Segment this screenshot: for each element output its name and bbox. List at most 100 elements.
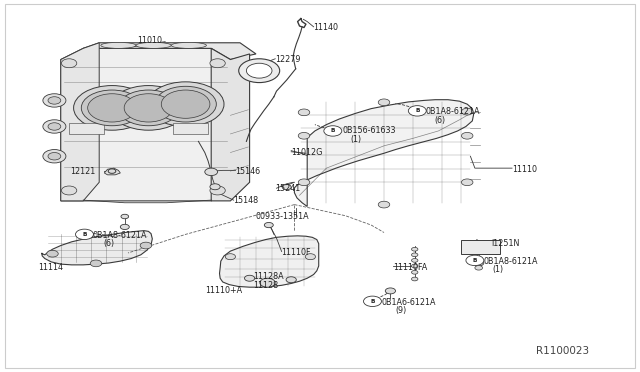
Circle shape (147, 82, 224, 126)
Text: 15241: 15241 (275, 185, 300, 193)
Circle shape (120, 224, 129, 230)
Polygon shape (294, 100, 474, 206)
Text: B: B (473, 258, 477, 263)
Text: 11140: 11140 (314, 23, 339, 32)
Polygon shape (211, 48, 250, 201)
Text: 12279: 12279 (275, 55, 301, 64)
Circle shape (286, 277, 296, 283)
Circle shape (244, 275, 255, 281)
Circle shape (108, 169, 116, 173)
Circle shape (282, 185, 291, 190)
Text: (1): (1) (493, 265, 504, 274)
Text: 0B1A8-6121A: 0B1A8-6121A (93, 231, 147, 240)
Polygon shape (83, 43, 256, 60)
Ellipse shape (136, 42, 172, 48)
Bar (173, 123, 208, 134)
Ellipse shape (101, 42, 136, 48)
Text: 0B1A8-6121A: 0B1A8-6121A (426, 107, 480, 116)
Polygon shape (61, 43, 99, 201)
Circle shape (461, 108, 473, 115)
Circle shape (461, 179, 473, 186)
Circle shape (210, 186, 225, 195)
Circle shape (88, 94, 136, 122)
Circle shape (466, 255, 484, 266)
Circle shape (43, 94, 66, 107)
FancyBboxPatch shape (461, 240, 500, 254)
Text: 11010: 11010 (138, 36, 163, 45)
Circle shape (225, 254, 236, 260)
Polygon shape (61, 48, 230, 201)
Text: 00933-1351A: 00933-1351A (256, 212, 310, 221)
Text: 15148: 15148 (234, 196, 259, 205)
Text: 11128A: 11128A (253, 272, 284, 280)
Text: 11110+A: 11110+A (205, 286, 242, 295)
Circle shape (385, 288, 396, 294)
Circle shape (48, 153, 61, 160)
Circle shape (121, 214, 129, 219)
Circle shape (239, 59, 280, 83)
Circle shape (412, 259, 418, 262)
Text: I1251N: I1251N (492, 239, 520, 248)
Circle shape (43, 150, 66, 163)
Circle shape (81, 90, 143, 126)
Circle shape (155, 86, 216, 122)
Text: (6): (6) (434, 116, 445, 125)
Circle shape (264, 222, 273, 228)
Text: 11128: 11128 (253, 281, 278, 290)
Circle shape (43, 120, 66, 133)
Polygon shape (220, 236, 319, 287)
Text: 11110F: 11110F (282, 248, 311, 257)
Circle shape (412, 264, 418, 268)
Circle shape (412, 270, 418, 274)
Circle shape (205, 168, 218, 176)
Circle shape (412, 277, 418, 281)
Circle shape (364, 296, 381, 307)
Circle shape (118, 90, 179, 126)
Circle shape (408, 106, 426, 116)
Ellipse shape (172, 42, 206, 48)
Circle shape (61, 186, 77, 195)
Circle shape (298, 109, 310, 116)
Text: 12121: 12121 (70, 167, 95, 176)
Circle shape (298, 179, 310, 186)
Text: (1): (1) (351, 135, 362, 144)
Text: 11114: 11114 (38, 263, 63, 272)
Circle shape (305, 254, 316, 260)
Text: 0B156-61633: 0B156-61633 (342, 126, 396, 135)
Circle shape (124, 94, 173, 122)
Circle shape (48, 123, 61, 130)
Circle shape (246, 63, 272, 78)
Circle shape (210, 59, 225, 68)
Circle shape (461, 132, 473, 139)
Circle shape (90, 260, 102, 267)
Circle shape (378, 99, 390, 106)
Bar (69, 123, 104, 134)
Circle shape (412, 247, 418, 251)
Text: B: B (331, 128, 335, 134)
Text: B: B (371, 299, 374, 304)
Text: 11012G: 11012G (291, 148, 323, 157)
Text: 0B1A8-6121A: 0B1A8-6121A (483, 257, 538, 266)
Text: 0B1A6-6121A: 0B1A6-6121A (381, 298, 436, 307)
Circle shape (412, 253, 418, 257)
Circle shape (161, 90, 210, 118)
Text: R1100023: R1100023 (536, 346, 589, 356)
Polygon shape (42, 231, 152, 265)
Text: 15146: 15146 (236, 167, 260, 176)
Polygon shape (104, 168, 120, 175)
Text: B: B (415, 108, 419, 113)
Circle shape (475, 266, 483, 270)
Text: 11110FA: 11110FA (393, 263, 428, 272)
Text: (6): (6) (103, 239, 114, 248)
Circle shape (260, 278, 275, 287)
Circle shape (140, 242, 152, 249)
Circle shape (48, 97, 61, 104)
Circle shape (110, 86, 187, 130)
Circle shape (298, 132, 310, 139)
Circle shape (324, 126, 342, 136)
Text: 11110: 11110 (512, 165, 537, 174)
Circle shape (61, 59, 77, 68)
Circle shape (474, 260, 484, 266)
Circle shape (378, 201, 390, 208)
Circle shape (47, 250, 58, 257)
